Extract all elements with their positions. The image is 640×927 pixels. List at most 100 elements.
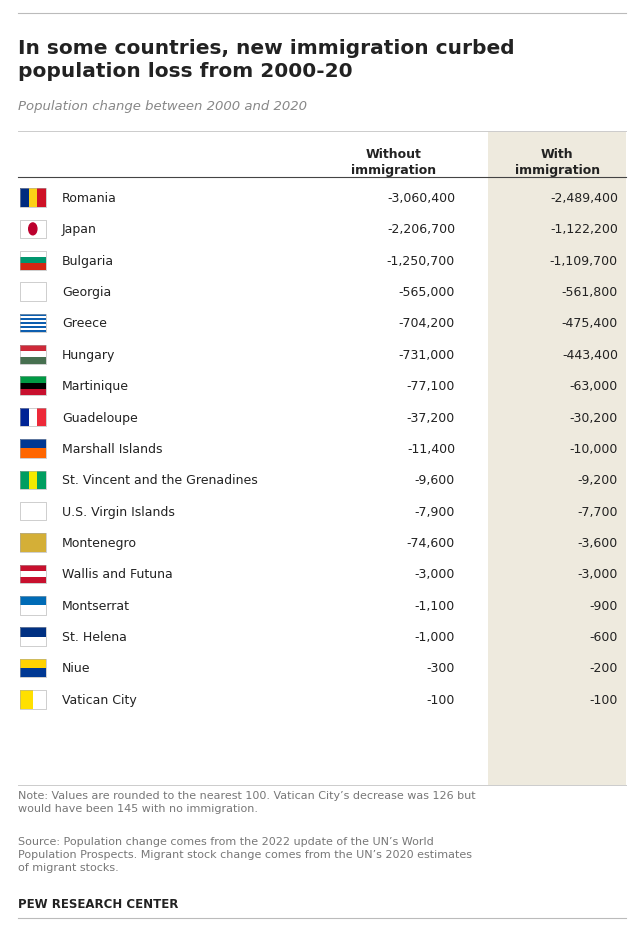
- Bar: [20, 352, 45, 358]
- Text: Greece: Greece: [62, 317, 107, 330]
- Text: Marshall Islands: Marshall Islands: [62, 442, 163, 455]
- Bar: [37, 471, 45, 489]
- Bar: [20, 326, 45, 329]
- Bar: [20, 691, 33, 709]
- Bar: [20, 439, 45, 458]
- Text: Population change between 2000 and 2020: Population change between 2000 and 2020: [18, 100, 307, 113]
- Text: Bulgaria: Bulgaria: [62, 254, 114, 268]
- Bar: [20, 439, 45, 449]
- Bar: [37, 189, 45, 208]
- Text: -2,489,400: -2,489,400: [550, 192, 618, 205]
- Bar: [20, 571, 45, 578]
- Text: Note: Values are rounded to the nearest 100. Vatican City’s decrease was 126 but: Note: Values are rounded to the nearest …: [18, 790, 476, 813]
- Text: -11,400: -11,400: [407, 442, 455, 455]
- Bar: [20, 628, 45, 646]
- Text: -1,250,700: -1,250,700: [387, 254, 455, 268]
- Bar: [20, 346, 45, 352]
- Bar: [20, 346, 45, 364]
- Text: In some countries, new immigration curbed
population loss from 2000-20: In some countries, new immigration curbe…: [18, 39, 515, 81]
- Bar: [20, 258, 45, 264]
- Bar: [20, 251, 45, 271]
- Text: Montenegro: Montenegro: [62, 537, 137, 550]
- Text: -3,060,400: -3,060,400: [387, 192, 455, 205]
- Text: -7,700: -7,700: [577, 505, 618, 518]
- Bar: [20, 331, 45, 333]
- Bar: [20, 377, 45, 396]
- Text: -9,200: -9,200: [578, 474, 618, 487]
- Bar: [20, 596, 45, 605]
- Bar: [20, 189, 29, 208]
- Bar: [29, 189, 37, 208]
- Bar: [29, 408, 37, 426]
- Bar: [20, 283, 45, 301]
- Bar: [20, 565, 45, 571]
- Text: -1,109,700: -1,109,700: [550, 254, 618, 268]
- Bar: [20, 637, 45, 646]
- Text: -1,122,200: -1,122,200: [550, 223, 618, 236]
- Text: -63,000: -63,000: [570, 380, 618, 393]
- Text: Georgia: Georgia: [62, 286, 111, 298]
- Bar: [20, 659, 45, 678]
- Text: Wallis and Futuna: Wallis and Futuna: [62, 567, 173, 581]
- Text: Guadeloupe: Guadeloupe: [62, 411, 138, 425]
- Text: -2,206,700: -2,206,700: [387, 223, 455, 236]
- Bar: [20, 283, 45, 301]
- Bar: [488, 132, 626, 785]
- Bar: [20, 596, 45, 615]
- Bar: [20, 389, 45, 396]
- Text: -900: -900: [589, 599, 618, 612]
- Bar: [20, 321, 45, 323]
- Text: -600: -600: [589, 630, 618, 643]
- Bar: [20, 659, 45, 668]
- Text: -10,000: -10,000: [570, 442, 618, 455]
- Bar: [37, 408, 45, 426]
- Text: Romania: Romania: [62, 192, 117, 205]
- Bar: [20, 605, 45, 615]
- Bar: [20, 668, 45, 678]
- Text: With
immigration: With immigration: [515, 148, 600, 177]
- Text: -37,200: -37,200: [407, 411, 455, 425]
- Bar: [20, 377, 45, 383]
- Bar: [20, 471, 29, 489]
- Bar: [20, 221, 45, 239]
- Bar: [20, 502, 45, 521]
- Bar: [20, 534, 45, 552]
- Text: -475,400: -475,400: [562, 317, 618, 330]
- Bar: [20, 449, 45, 458]
- Text: U.S. Virgin Islands: U.S. Virgin Islands: [62, 505, 175, 518]
- Text: -1,000: -1,000: [415, 630, 455, 643]
- Bar: [33, 691, 45, 709]
- Bar: [20, 471, 45, 489]
- Bar: [20, 578, 45, 584]
- Circle shape: [29, 223, 37, 235]
- Text: -3,000: -3,000: [578, 567, 618, 581]
- Text: -100: -100: [589, 693, 618, 706]
- Text: Hungary: Hungary: [62, 349, 115, 362]
- Bar: [20, 691, 45, 709]
- Text: Martinique: Martinique: [62, 380, 129, 393]
- Text: Source: Population change comes from the 2022 update of the UN’s World
Populatio: Source: Population change comes from the…: [18, 836, 472, 872]
- Text: -7,900: -7,900: [415, 505, 455, 518]
- Bar: [20, 314, 45, 333]
- Text: St. Helena: St. Helena: [62, 630, 127, 643]
- Bar: [20, 316, 45, 319]
- Bar: [20, 189, 45, 208]
- Bar: [20, 408, 29, 426]
- Text: -3,600: -3,600: [578, 537, 618, 550]
- Text: PEW RESEARCH CENTER: PEW RESEARCH CENTER: [18, 897, 179, 910]
- Bar: [20, 408, 45, 426]
- Text: -704,200: -704,200: [399, 317, 455, 330]
- Bar: [29, 471, 37, 489]
- Text: Niue: Niue: [62, 662, 90, 675]
- Bar: [20, 565, 45, 584]
- Bar: [20, 314, 45, 316]
- Bar: [20, 324, 45, 326]
- Text: Japan: Japan: [62, 223, 97, 236]
- Bar: [20, 383, 45, 389]
- Bar: [20, 319, 45, 321]
- Text: -9,600: -9,600: [415, 474, 455, 487]
- Bar: [20, 251, 45, 258]
- Text: -100: -100: [427, 693, 455, 706]
- Bar: [20, 323, 45, 324]
- Text: -300: -300: [427, 662, 455, 675]
